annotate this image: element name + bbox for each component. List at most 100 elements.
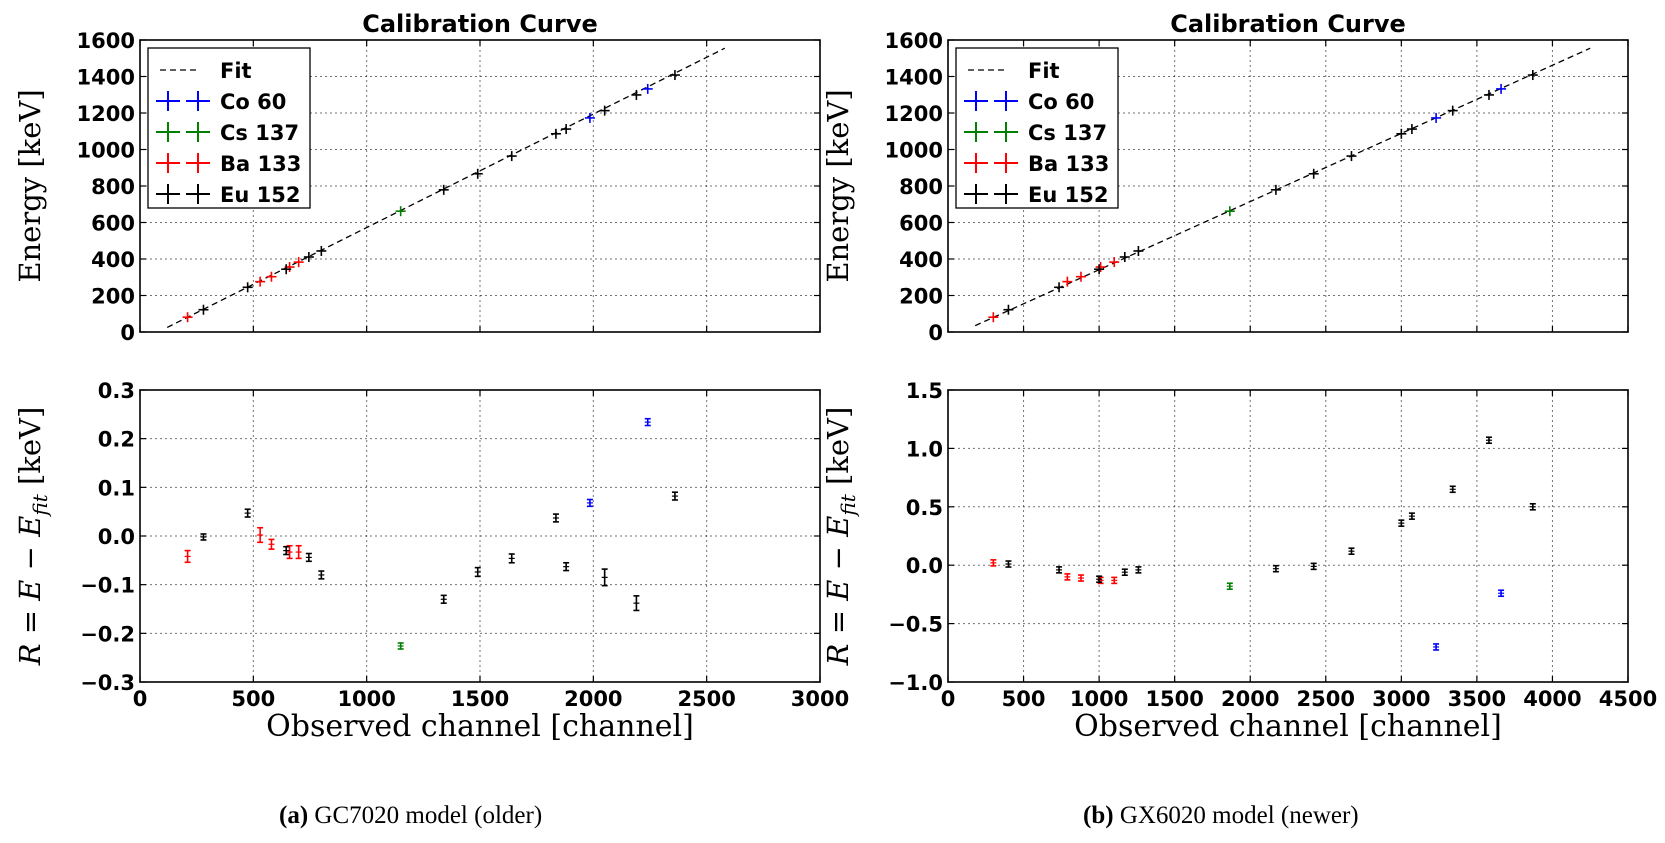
y-tick-label: 1600: [77, 29, 135, 53]
y-tick-label: 1600: [885, 29, 943, 53]
x-tick-label: 0: [133, 687, 148, 711]
data-point-ba-133: [1109, 257, 1120, 268]
data-point-ba-133: [266, 271, 277, 282]
y-tick-label: 1400: [885, 66, 943, 90]
x-tick-label: 1500: [451, 687, 509, 711]
data-point-eu-152: [1270, 184, 1281, 195]
data-point-cs-137: [397, 642, 404, 650]
data-point-eu-152: [561, 124, 572, 135]
y-tick-label: 0.3: [98, 379, 135, 403]
y-tick-label: 1000: [77, 139, 135, 163]
legend-label: Fit: [220, 59, 252, 83]
y-tick-label: 1.0: [906, 437, 943, 461]
data-point-eu-152: [1005, 560, 1012, 568]
y-label-part: −: [821, 537, 855, 580]
y-axis-label: R = E − Efit [keV]: [821, 407, 860, 667]
caption-a-label: (a): [279, 802, 309, 829]
y-label-part: R: [821, 643, 855, 666]
y-tick-label: 0: [928, 321, 943, 345]
y-tick-label: 800: [91, 175, 135, 199]
data-point-eu-152: [1447, 105, 1458, 116]
data-point-eu-152: [1094, 264, 1105, 275]
panel-a-bottom: −0.3 −0.2 −0.1 0.0 0.1 0.2 0.3 0 500 1000 1500 2000…: [13, 379, 849, 744]
x-tick-label: 4500: [1599, 687, 1657, 711]
data-point-eu-152: [601, 568, 608, 587]
y-tick-label: −1.0: [888, 671, 943, 695]
data-point-co-60: [644, 417, 651, 427]
panel-a-top: 0 200 400 600 800 1000 1200 1400 1600 Calibration…: [13, 10, 821, 345]
y-label-part: −: [13, 537, 47, 580]
data-point-eu-152: [631, 89, 642, 100]
legend-label: Eu 152: [220, 183, 300, 207]
data-point-ba-133: [184, 549, 191, 564]
y-axis-label: Energy [keV]: [13, 89, 47, 282]
data-point-co-60: [586, 498, 593, 508]
data-point-eu-152: [1348, 547, 1355, 555]
data-point-eu-152: [440, 594, 447, 604]
legend: Fit Co 60 Cs 137 Ba 133 Eu 152: [955, 47, 1119, 209]
data-point-cs-137: [395, 206, 406, 217]
data-point-eu-152: [1485, 436, 1492, 445]
x-tick-label: 1500: [1145, 687, 1203, 711]
data-point-eu-152: [316, 245, 327, 256]
data-point-eu-152: [244, 508, 251, 518]
y-label-part: E: [821, 580, 855, 602]
caption-b: (b) GX6020 model (newer): [1083, 802, 1359, 830]
data-point-co-60: [1496, 83, 1507, 94]
legend-label: Co 60: [1028, 90, 1094, 114]
legend-label: Ba 133: [220, 152, 301, 176]
data-point-eu-152: [281, 264, 292, 275]
data-point-ba-133: [257, 526, 264, 544]
data-point-ba-133: [182, 312, 193, 323]
x-tick-label: 4000: [1523, 687, 1581, 711]
data-point-eu-152: [1135, 566, 1142, 574]
data-point-eu-152: [1121, 568, 1128, 577]
data-point-eu-152: [283, 545, 290, 556]
data-point-eu-152: [1449, 485, 1456, 494]
data-point-eu-152: [472, 168, 483, 179]
data-point-eu-152: [633, 595, 640, 612]
y-label-subscript: fit: [28, 493, 52, 517]
y-tick-label: 600: [91, 212, 135, 236]
legend-label: Co 60: [220, 90, 286, 114]
y-tick-label: 200: [91, 285, 135, 309]
y-label-part: E: [13, 580, 47, 602]
y-label-unit: [keV]: [821, 407, 855, 495]
data-point-eu-152: [1272, 564, 1279, 573]
data-point-eu-152: [1346, 151, 1357, 162]
data-point-ba-133: [1095, 262, 1106, 273]
data-point-cs-137: [1224, 206, 1235, 217]
y-tick-label: 1200: [77, 102, 135, 126]
data-point-ba-133: [990, 559, 997, 567]
y-tick-label: 0: [120, 321, 135, 345]
x-tick-label: 3000: [1372, 687, 1430, 711]
x-tick-label: 2000: [564, 687, 622, 711]
y-label-part: R: [13, 643, 47, 666]
y-tick-label: −0.1: [80, 574, 135, 598]
data-point-eu-152: [599, 105, 610, 116]
y-tick-label: 1200: [885, 102, 943, 126]
data-point-eu-152: [198, 304, 209, 315]
y-tick-label: 1400: [77, 66, 135, 90]
data-point-eu-152: [318, 570, 325, 580]
caption-b-label: (b): [1083, 802, 1114, 829]
data-point-eu-152: [303, 251, 314, 262]
data-point-eu-152: [200, 533, 207, 541]
data-point-eu-152: [438, 184, 449, 195]
y-label-part: =: [821, 601, 855, 644]
legend-frame: [147, 47, 311, 209]
x-tick-label: 2500: [677, 687, 735, 711]
legend-label: Ba 133: [1028, 152, 1109, 176]
x-tick-label: 500: [231, 687, 275, 711]
data-point-ba-133: [1075, 271, 1086, 282]
axes-frame: [139, 389, 821, 683]
y-label-subscript: fit: [836, 493, 860, 517]
data-point-co-60: [1431, 112, 1442, 123]
data-point-eu-152: [550, 128, 561, 139]
y-tick-label: 400: [91, 248, 135, 272]
data-point-eu-152: [474, 566, 481, 578]
y-label-part: E: [821, 516, 855, 538]
data-point-eu-152: [1406, 124, 1417, 135]
y-tick-label: 800: [899, 175, 943, 199]
data-point-eu-152: [1003, 304, 1014, 315]
